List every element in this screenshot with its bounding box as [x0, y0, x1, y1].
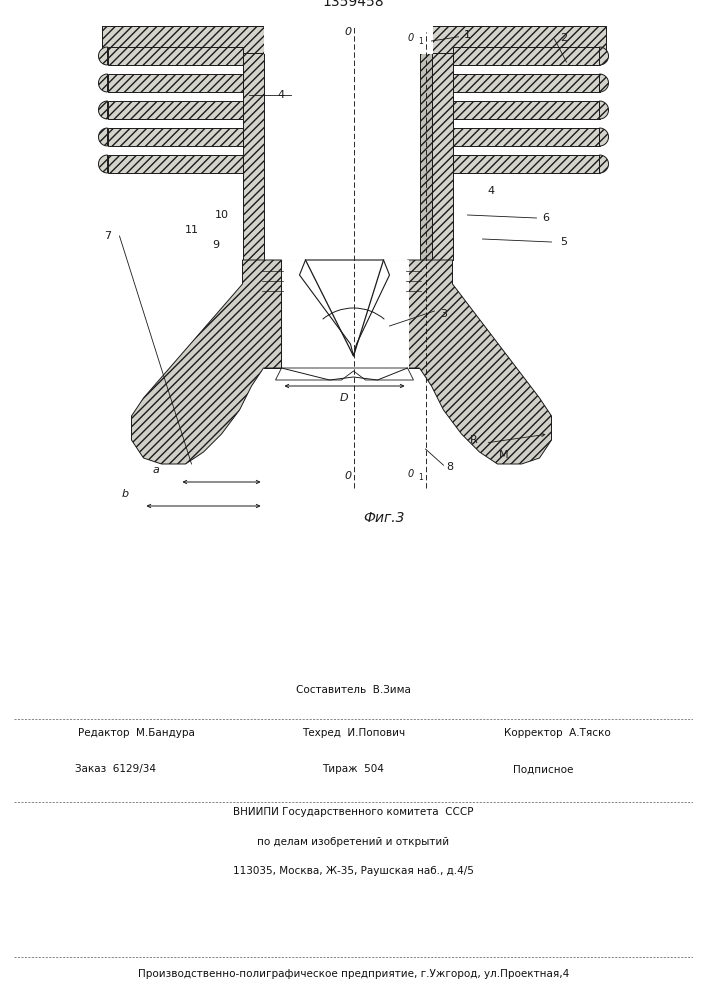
Polygon shape	[383, 260, 407, 275]
Text: R: R	[469, 435, 477, 445]
Polygon shape	[107, 101, 243, 119]
Polygon shape	[264, 260, 281, 368]
Polygon shape	[419, 38, 431, 266]
Text: 0: 0	[344, 471, 351, 481]
Text: Составитель  В.Зима: Составитель В.Зима	[296, 685, 411, 695]
Text: Заказ  6129/34: Заказ 6129/34	[76, 764, 156, 774]
Polygon shape	[132, 260, 281, 464]
Polygon shape	[98, 155, 107, 173]
Polygon shape	[452, 155, 600, 173]
Text: Производственно-полиграфическое предприятие, г.Ужгород, ул.Проектная,4: Производственно-полиграфическое предприя…	[138, 969, 569, 979]
Text: 10: 10	[214, 210, 228, 220]
Text: a: a	[152, 465, 159, 475]
Polygon shape	[600, 101, 609, 119]
Polygon shape	[600, 155, 609, 173]
Polygon shape	[264, 20, 431, 53]
Text: 0: 0	[407, 469, 414, 479]
Text: 9: 9	[212, 240, 219, 250]
Polygon shape	[431, 26, 605, 53]
Polygon shape	[107, 155, 243, 173]
Text: 0: 0	[344, 27, 351, 37]
Text: 3: 3	[440, 309, 447, 319]
Polygon shape	[107, 47, 243, 65]
Text: M: M	[498, 450, 508, 460]
Polygon shape	[600, 128, 609, 146]
Polygon shape	[600, 74, 609, 92]
Polygon shape	[452, 47, 600, 65]
Text: Корректор  А.Тяско: Корректор А.Тяско	[504, 728, 610, 738]
Text: Тираж  504: Тираж 504	[322, 764, 385, 774]
Polygon shape	[452, 128, 600, 146]
Text: 8: 8	[446, 462, 453, 472]
Text: D: D	[340, 393, 349, 403]
Polygon shape	[281, 260, 407, 368]
Polygon shape	[411, 262, 421, 271]
Polygon shape	[262, 272, 272, 281]
Polygon shape	[98, 47, 107, 65]
Polygon shape	[102, 26, 264, 50]
Polygon shape	[600, 47, 609, 65]
Text: 6: 6	[542, 213, 549, 223]
Text: 1: 1	[419, 37, 423, 46]
Text: 1: 1	[464, 30, 471, 40]
Text: по делам изобретений и открытий: по делам изобретений и открытий	[257, 837, 450, 847]
Text: Фиг.3: Фиг.3	[363, 511, 404, 525]
Polygon shape	[276, 368, 414, 380]
Polygon shape	[262, 262, 272, 271]
Polygon shape	[300, 260, 390, 356]
Text: 2: 2	[560, 33, 567, 43]
Polygon shape	[407, 260, 551, 464]
Polygon shape	[107, 74, 243, 92]
Polygon shape	[98, 101, 107, 119]
Text: 5: 5	[560, 237, 567, 247]
Text: φ: φ	[365, 289, 372, 299]
Text: 1359458: 1359458	[322, 0, 385, 9]
Polygon shape	[407, 260, 419, 368]
Polygon shape	[452, 74, 600, 92]
Text: 0: 0	[407, 33, 414, 43]
Polygon shape	[452, 101, 600, 119]
Text: Редактор  М.Бандура: Редактор М.Бандура	[78, 728, 194, 738]
Text: 113035, Москва, Ж-35, Раушская наб., д.4/5: 113035, Москва, Ж-35, Раушская наб., д.4…	[233, 866, 474, 876]
Polygon shape	[107, 128, 243, 146]
Polygon shape	[411, 282, 421, 291]
Text: b: b	[122, 489, 129, 499]
Text: h: h	[378, 271, 385, 282]
Polygon shape	[102, 26, 264, 53]
Text: ψ: ψ	[323, 289, 330, 299]
Polygon shape	[262, 282, 272, 291]
Polygon shape	[431, 50, 452, 260]
Text: Техред  И.Попович: Техред И.Попович	[302, 728, 405, 738]
Polygon shape	[243, 50, 264, 260]
Text: Подписное: Подписное	[513, 764, 573, 774]
Polygon shape	[281, 260, 305, 275]
Polygon shape	[98, 74, 107, 92]
Text: 1: 1	[419, 473, 423, 482]
Text: 11: 11	[185, 225, 199, 235]
Text: 4: 4	[488, 186, 495, 196]
Polygon shape	[98, 128, 107, 146]
Text: 4: 4	[278, 90, 285, 100]
Text: ВНИИПИ Государственного комитета  СССР: ВНИИПИ Государственного комитета СССР	[233, 807, 474, 817]
Text: 7: 7	[104, 231, 111, 241]
Polygon shape	[411, 272, 421, 281]
